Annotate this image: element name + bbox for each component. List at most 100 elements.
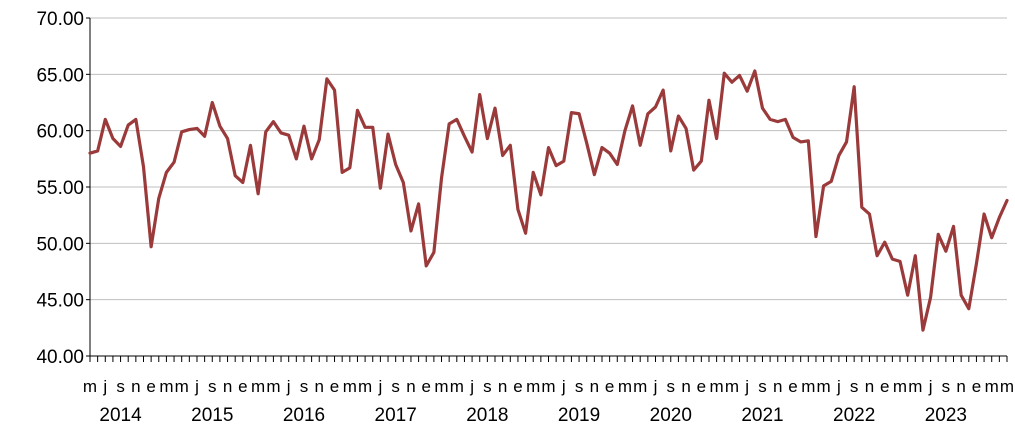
x-month-label: e <box>880 377 889 396</box>
x-month-label: j <box>102 377 107 396</box>
data-point <box>952 225 954 227</box>
data-point <box>937 233 939 235</box>
y-tick-label: 45.00 <box>36 291 84 312</box>
x-month-label: m <box>801 377 815 396</box>
data-point <box>746 90 748 92</box>
data-point <box>784 118 786 120</box>
x-month-label: s <box>942 377 951 396</box>
data-point <box>761 107 763 109</box>
data-point <box>631 105 633 107</box>
x-month-label: j <box>377 377 382 396</box>
data-point <box>486 137 488 139</box>
data-point <box>1006 199 1008 201</box>
data-point <box>822 185 824 187</box>
data-point <box>799 141 801 143</box>
x-month-label: m <box>175 377 189 396</box>
data-point <box>158 197 160 199</box>
x-month-label: s <box>116 377 125 396</box>
data-point <box>440 177 442 179</box>
data-point <box>998 216 1000 218</box>
x-month-label: n <box>773 377 782 396</box>
x-month-label: m <box>710 377 724 396</box>
data-point <box>754 70 756 72</box>
x-month-label: s <box>391 377 400 396</box>
data-point <box>257 193 259 195</box>
data-point <box>150 246 152 248</box>
data-point <box>524 232 526 234</box>
x-month-label: n <box>590 377 599 396</box>
data-point <box>425 265 427 267</box>
data-point <box>104 118 106 120</box>
x-month-label: m <box>908 377 922 396</box>
data-point <box>685 127 687 129</box>
data-point <box>280 132 282 134</box>
x-month-label: s <box>300 377 309 396</box>
data-point <box>929 296 931 298</box>
x-month-label: e <box>788 377 797 396</box>
data-point <box>265 131 267 133</box>
data-point <box>868 213 870 215</box>
data-point <box>188 128 190 130</box>
x-month-label: n <box>956 377 965 396</box>
x-year-label: 2021 <box>741 405 783 426</box>
x-month-label: j <box>469 377 474 396</box>
data-point <box>723 72 725 74</box>
data-point <box>349 167 351 169</box>
x-month-label: m <box>434 377 448 396</box>
data-point <box>494 107 496 109</box>
x-month-label: n <box>315 377 324 396</box>
data-point <box>570 111 572 113</box>
data-point <box>586 142 588 144</box>
axes <box>86 17 1008 362</box>
data-point <box>991 237 993 239</box>
data-point <box>692 169 694 171</box>
data-point <box>906 294 908 296</box>
x-month-label: s <box>575 377 584 396</box>
data-point <box>876 255 878 257</box>
data-point <box>654 106 656 108</box>
data-point <box>593 173 595 175</box>
data-point <box>318 138 320 140</box>
data-point <box>884 241 886 243</box>
data-point <box>807 140 809 142</box>
data-point <box>479 93 481 95</box>
x-month-label: j <box>653 377 658 396</box>
data-point <box>715 137 717 139</box>
data-point <box>815 235 817 237</box>
x-month-label: n <box>865 377 874 396</box>
data-point <box>249 144 251 146</box>
y-tick-label: 40.00 <box>36 347 84 368</box>
x-year-label: 2020 <box>650 405 692 426</box>
data-point <box>838 154 840 156</box>
data-point <box>226 137 228 139</box>
x-month-label: e <box>421 377 430 396</box>
x-year-label: 2023 <box>925 405 967 426</box>
y-tick-labels: 40.00 45.00 50.00 55.00 60.00 65.00 70.00 <box>36 9 84 368</box>
data-point <box>830 180 832 182</box>
data-point <box>127 124 129 126</box>
data-point <box>142 166 144 168</box>
data-point <box>196 127 198 129</box>
x-month-label: n <box>681 377 690 396</box>
y-tick-label: 70.00 <box>36 9 84 30</box>
data-point <box>914 255 916 257</box>
data-point <box>731 81 733 83</box>
x-month-label: m <box>541 377 555 396</box>
data-point <box>532 171 534 173</box>
y-tick-label: 60.00 <box>36 122 84 143</box>
x-month-label: m <box>266 377 280 396</box>
x-month-label: e <box>605 377 614 396</box>
x-month-label: m <box>526 377 540 396</box>
data-point <box>578 113 580 115</box>
data-point <box>601 146 603 148</box>
data-point <box>341 171 343 173</box>
x-month-label: m <box>450 377 464 396</box>
x-year-label: 2016 <box>283 405 325 426</box>
x-month-label: e <box>330 377 339 396</box>
series-line <box>88 69 1009 332</box>
data-point <box>364 126 366 128</box>
data-point <box>547 146 549 148</box>
data-point <box>922 329 924 331</box>
data-point <box>303 125 305 127</box>
x-month-label: m <box>893 377 907 396</box>
